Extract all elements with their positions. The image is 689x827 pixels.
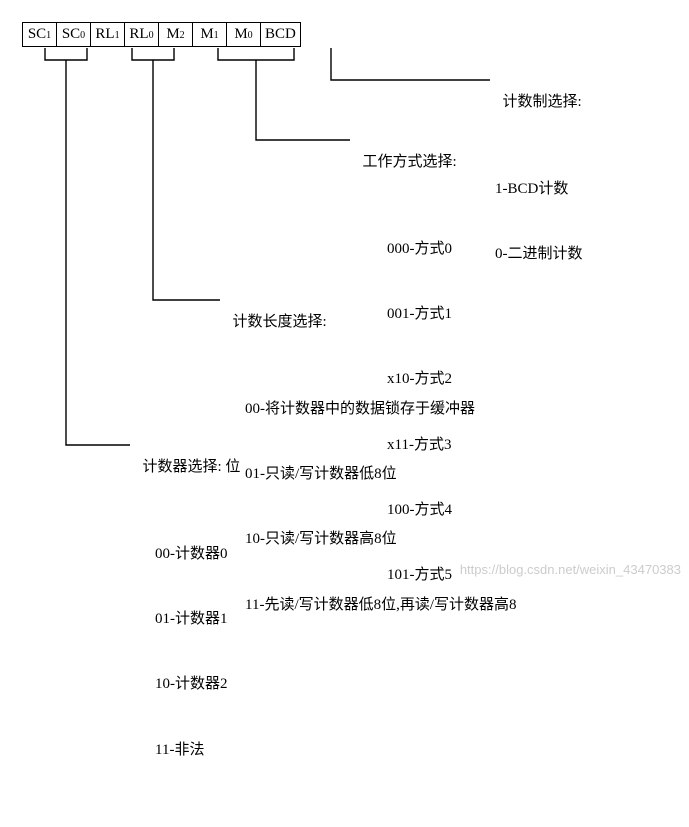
rl-line-2: 10-只读/写计数器高8位: [245, 529, 517, 551]
sc-section: 计数器选择: 位 00-计数器0 01-计数器1 10-计数器2 11-非法: [135, 435, 240, 827]
sc-line-2: 10-计数器2: [155, 674, 240, 696]
rl-section: 计数长度选择: 00-将计数器中的数据锁存于缓冲器 01-只读/写计数器低8位 …: [225, 290, 517, 682]
sc-line-0: 00-计数器0: [155, 544, 240, 566]
rl-line-3: 11-先读/写计数器低8位,再读/写计数器高8: [245, 595, 517, 617]
rl-cont: 位: [225, 459, 240, 475]
rl-line-0: 00-将计数器中的数据锁存于缓冲器: [245, 399, 517, 421]
watermark: https://blog.csdn.net/weixin_43470383: [460, 562, 681, 577]
sc-line-3: 11-非法: [155, 740, 240, 762]
rl-title: 计数长度选择:: [233, 314, 327, 330]
sc-title: 计数器选择:: [143, 459, 222, 475]
bcd-title: 计数制选择:: [503, 94, 582, 110]
rl-line-1: 01-只读/写计数器低8位: [245, 464, 517, 486]
mode-line-0: 000-方式0: [387, 239, 457, 261]
mode-title: 工作方式选择:: [363, 154, 457, 170]
sc-line-1: 01-计数器1: [155, 609, 240, 631]
bcd-line-0: 1-BCD计数: [495, 179, 583, 201]
bcd-line-1: 0-二进制计数: [495, 244, 583, 266]
